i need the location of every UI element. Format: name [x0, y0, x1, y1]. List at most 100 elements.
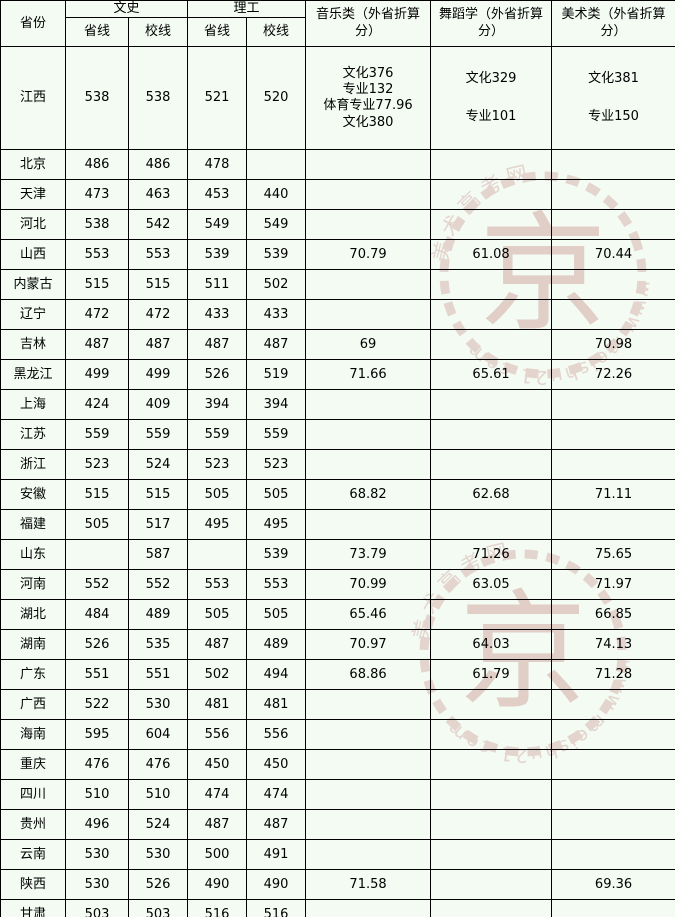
score-cell-wenshi-provincial: 530	[65, 839, 129, 871]
score-cell-ligong-provincial: 495	[187, 509, 248, 541]
fineart-spacer	[554, 87, 673, 109]
score-cell-wenshi-school: 476	[127, 749, 189, 781]
score-cell-dance: 61.79	[430, 659, 553, 691]
score-cell-ligong-school: 516	[246, 899, 307, 917]
table-row: 吉林 487 487 487 487 69 70.98	[0, 329, 675, 361]
score-cell-wenshi-provincial	[65, 539, 129, 571]
score-cell-fineart	[551, 809, 675, 841]
score-cell-ligong-school: 481	[246, 689, 307, 721]
score-cell-wenshi-provincial: 424	[65, 389, 129, 421]
score-cell-dance	[430, 269, 553, 301]
province-cell: 湖北	[0, 599, 66, 631]
table-row: 安徽 515 515 505 505 68.82 62.68 71.11	[0, 479, 675, 511]
score-cell-music: 70.79	[305, 239, 432, 271]
score-cell-ligong-school: 556	[246, 719, 307, 751]
score-cell-ligong-provincial	[187, 539, 248, 571]
score-cell-wenshi-school: 559	[127, 419, 189, 451]
score-cell-wenshi-provincial: 476	[65, 749, 129, 781]
table-row: 重庆 476 476 450 450	[0, 749, 675, 781]
score-cell-dance	[430, 209, 553, 241]
table-row: 河北 538 542 549 549	[0, 209, 675, 241]
score-cell-music: 69	[305, 329, 432, 361]
score-cell-ligong-school: 489	[246, 629, 307, 661]
score-cell-wenshi-provincial: 503	[65, 899, 129, 917]
score-cell-wenshi-school: 463	[127, 179, 189, 211]
score-cell-fineart	[551, 779, 675, 811]
score-cell-wenshi-provincial: 595	[65, 719, 129, 751]
score-cell-music	[305, 389, 432, 421]
score-cell-ligong-school: 490	[246, 869, 307, 901]
score-cell-music: 71.58	[305, 869, 432, 901]
score-cell-music: 71.66	[305, 359, 432, 391]
header-row-secondary: 省线 校线 省线 校线	[1, 17, 675, 48]
score-cell-wenshi-provincial: 515	[65, 479, 129, 511]
province-cell: 内蒙古	[0, 269, 66, 301]
province-cell: 云南	[0, 839, 66, 871]
score-cell-fineart: 文化381 专业150	[551, 46, 675, 151]
score-cell-wenshi-school: 517	[127, 509, 189, 541]
table-row: 福建 505 517 495 495	[0, 509, 675, 541]
score-cell-dance: 61.08	[430, 239, 553, 271]
province-cell: 北京	[0, 149, 66, 181]
header-ligong-school-line: 校线	[246, 17, 307, 48]
table-row: 甘肃 503 503 516 516	[0, 899, 675, 917]
score-cell-music	[305, 839, 432, 871]
province-cell: 福建	[0, 509, 66, 541]
score-cell-wenshi-provincial: 510	[65, 779, 129, 811]
score-cell-wenshi-school: 472	[127, 299, 189, 331]
score-cell-ligong-school: 474	[246, 779, 307, 811]
score-cell-fineart: 75.65	[551, 539, 675, 571]
score-cell-dance	[430, 509, 553, 541]
province-cell: 安徽	[0, 479, 66, 511]
score-cell-wenshi-school: 530	[127, 839, 189, 871]
header-dance-category: 舞蹈学（外省折算分）	[430, 0, 553, 48]
score-cell-ligong-provincial: 453	[187, 179, 248, 211]
score-cell-wenshi-provincial: 473	[65, 179, 129, 211]
score-cell-dance	[430, 599, 553, 631]
score-cell-music	[305, 779, 432, 811]
table-row: 北京 486 486 478	[0, 149, 675, 181]
score-cell-music: 68.86	[305, 659, 432, 691]
province-cell: 广西	[0, 689, 66, 721]
score-cell-dance: 65.61	[430, 359, 553, 391]
score-cell-dance	[430, 809, 553, 841]
header-wenshi-provincial-line: 省线	[65, 17, 129, 48]
score-cell-fineart: 70.44	[551, 239, 675, 271]
score-cell-music	[305, 809, 432, 841]
score-cell-wenshi-provincial: 486	[65, 149, 129, 181]
score-cell-wenshi-provincial: 551	[65, 659, 129, 691]
score-cell-wenshi-school: 510	[127, 779, 189, 811]
music-line-1: 文化376	[342, 65, 394, 81]
score-cell-wenshi-provincial: 499	[65, 359, 129, 391]
score-cell-music	[305, 299, 432, 331]
fineart-line-2: 专业150	[588, 109, 639, 125]
score-cell-ligong-school: 450	[246, 749, 307, 781]
score-cell-fineart	[551, 269, 675, 301]
score-cell-wenshi-provincial: 530	[65, 869, 129, 901]
score-cell-music: 70.97	[305, 629, 432, 661]
score-cell-ligong-provincial: 539	[187, 239, 248, 271]
score-cell-dance	[430, 449, 553, 481]
score-cell-fineart	[551, 719, 675, 751]
score-cell-fineart	[551, 149, 675, 181]
score-cell-music	[305, 269, 432, 301]
province-cell: 山西	[0, 239, 66, 271]
score-cell-dance	[430, 179, 553, 211]
table-row: 内蒙古 515 515 511 502	[0, 269, 675, 301]
score-cell-ligong-provincial: 487	[187, 629, 248, 661]
table-row: 湖南 526 535 487 489 70.97 64.03 74.13	[0, 629, 675, 661]
score-cell-music: 65.46	[305, 599, 432, 631]
score-cell-wenshi-school: 552	[127, 569, 189, 601]
score-cell-dance	[430, 899, 553, 917]
score-cell-fineart	[551, 449, 675, 481]
score-cell-fineart	[551, 839, 675, 871]
score-cell-fineart: 72.26	[551, 359, 675, 391]
province-cell: 浙江	[0, 449, 66, 481]
score-cell-ligong-school: 505	[246, 479, 307, 511]
table-row: 广东 551 551 502 494 68.86 61.79 71.28	[0, 659, 675, 691]
score-cell-music	[305, 419, 432, 451]
score-cell-ligong-school: 487	[246, 329, 307, 361]
score-cell-wenshi-provincial: 552	[65, 569, 129, 601]
province-cell: 河南	[0, 569, 66, 601]
